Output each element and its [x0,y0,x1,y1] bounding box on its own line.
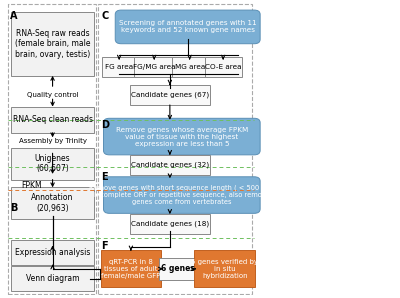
FancyBboxPatch shape [194,251,255,287]
FancyBboxPatch shape [104,177,260,213]
Text: A: A [10,11,18,21]
Text: 5 genes verified by
in situ
hybridization: 5 genes verified by in situ hybridizatio… [191,259,258,279]
Text: FG/MG area: FG/MG area [133,64,176,70]
Text: Quality control: Quality control [27,92,78,98]
FancyBboxPatch shape [102,57,137,77]
FancyBboxPatch shape [134,57,175,77]
Text: CO-E area: CO-E area [205,64,241,70]
FancyBboxPatch shape [12,266,94,291]
Text: Unigenes
(60,607): Unigenes (60,607) [35,154,70,173]
FancyBboxPatch shape [130,214,210,235]
FancyBboxPatch shape [12,240,94,265]
Text: Candidate genes (32): Candidate genes (32) [131,162,209,168]
FancyBboxPatch shape [12,148,94,180]
Text: FPKM: FPKM [21,181,42,190]
FancyBboxPatch shape [204,57,242,77]
Text: F: F [102,241,108,251]
Text: Assembly by Trinity: Assembly by Trinity [18,138,86,144]
FancyBboxPatch shape [130,85,210,105]
Text: Expression analysis: Expression analysis [15,248,90,257]
Text: Screening of annotated genes with 11
keywords and 52 known gene names: Screening of annotated genes with 11 key… [119,20,256,33]
FancyBboxPatch shape [130,155,210,175]
FancyBboxPatch shape [172,57,207,77]
Text: Remove genes whose average FPKM
value of tissue with the highest
expression are : Remove genes whose average FPKM value of… [116,127,248,147]
FancyBboxPatch shape [159,258,196,280]
Text: FG area: FG area [105,64,133,70]
Text: Remove genes with short sequence length ( < 500 bp),
incomplete ORF or repetitiv: Remove genes with short sequence length … [89,185,274,205]
Text: B: B [10,203,18,213]
Text: Venn diagram: Venn diagram [26,274,79,283]
FancyBboxPatch shape [12,187,94,219]
Text: C: C [102,11,109,21]
Text: D: D [102,120,110,130]
FancyBboxPatch shape [115,10,260,44]
FancyBboxPatch shape [101,251,162,287]
Text: RNA-Seq clean reads: RNA-Seq clean reads [12,115,92,124]
Text: Annotation
(20,963): Annotation (20,963) [31,193,74,213]
Text: MG area: MG area [174,64,205,70]
Bar [98,4,252,294]
Text: E: E [102,173,108,182]
FancyBboxPatch shape [12,12,94,76]
FancyBboxPatch shape [104,118,260,155]
Text: Candidate genes (18): Candidate genes (18) [131,221,209,227]
FancyBboxPatch shape [12,107,94,133]
Text: 6 genes: 6 genes [161,264,195,273]
Bar [8,4,96,294]
Text: Candidate genes (67): Candidate genes (67) [131,92,209,98]
Text: RNA-Seq raw reads
(female brain, male
brain, ovary, testis): RNA-Seq raw reads (female brain, male br… [15,29,90,59]
Text: qRT-PCR in 8
tissues of adult
female/male GFP: qRT-PCR in 8 tissues of adult female/mal… [102,259,161,279]
